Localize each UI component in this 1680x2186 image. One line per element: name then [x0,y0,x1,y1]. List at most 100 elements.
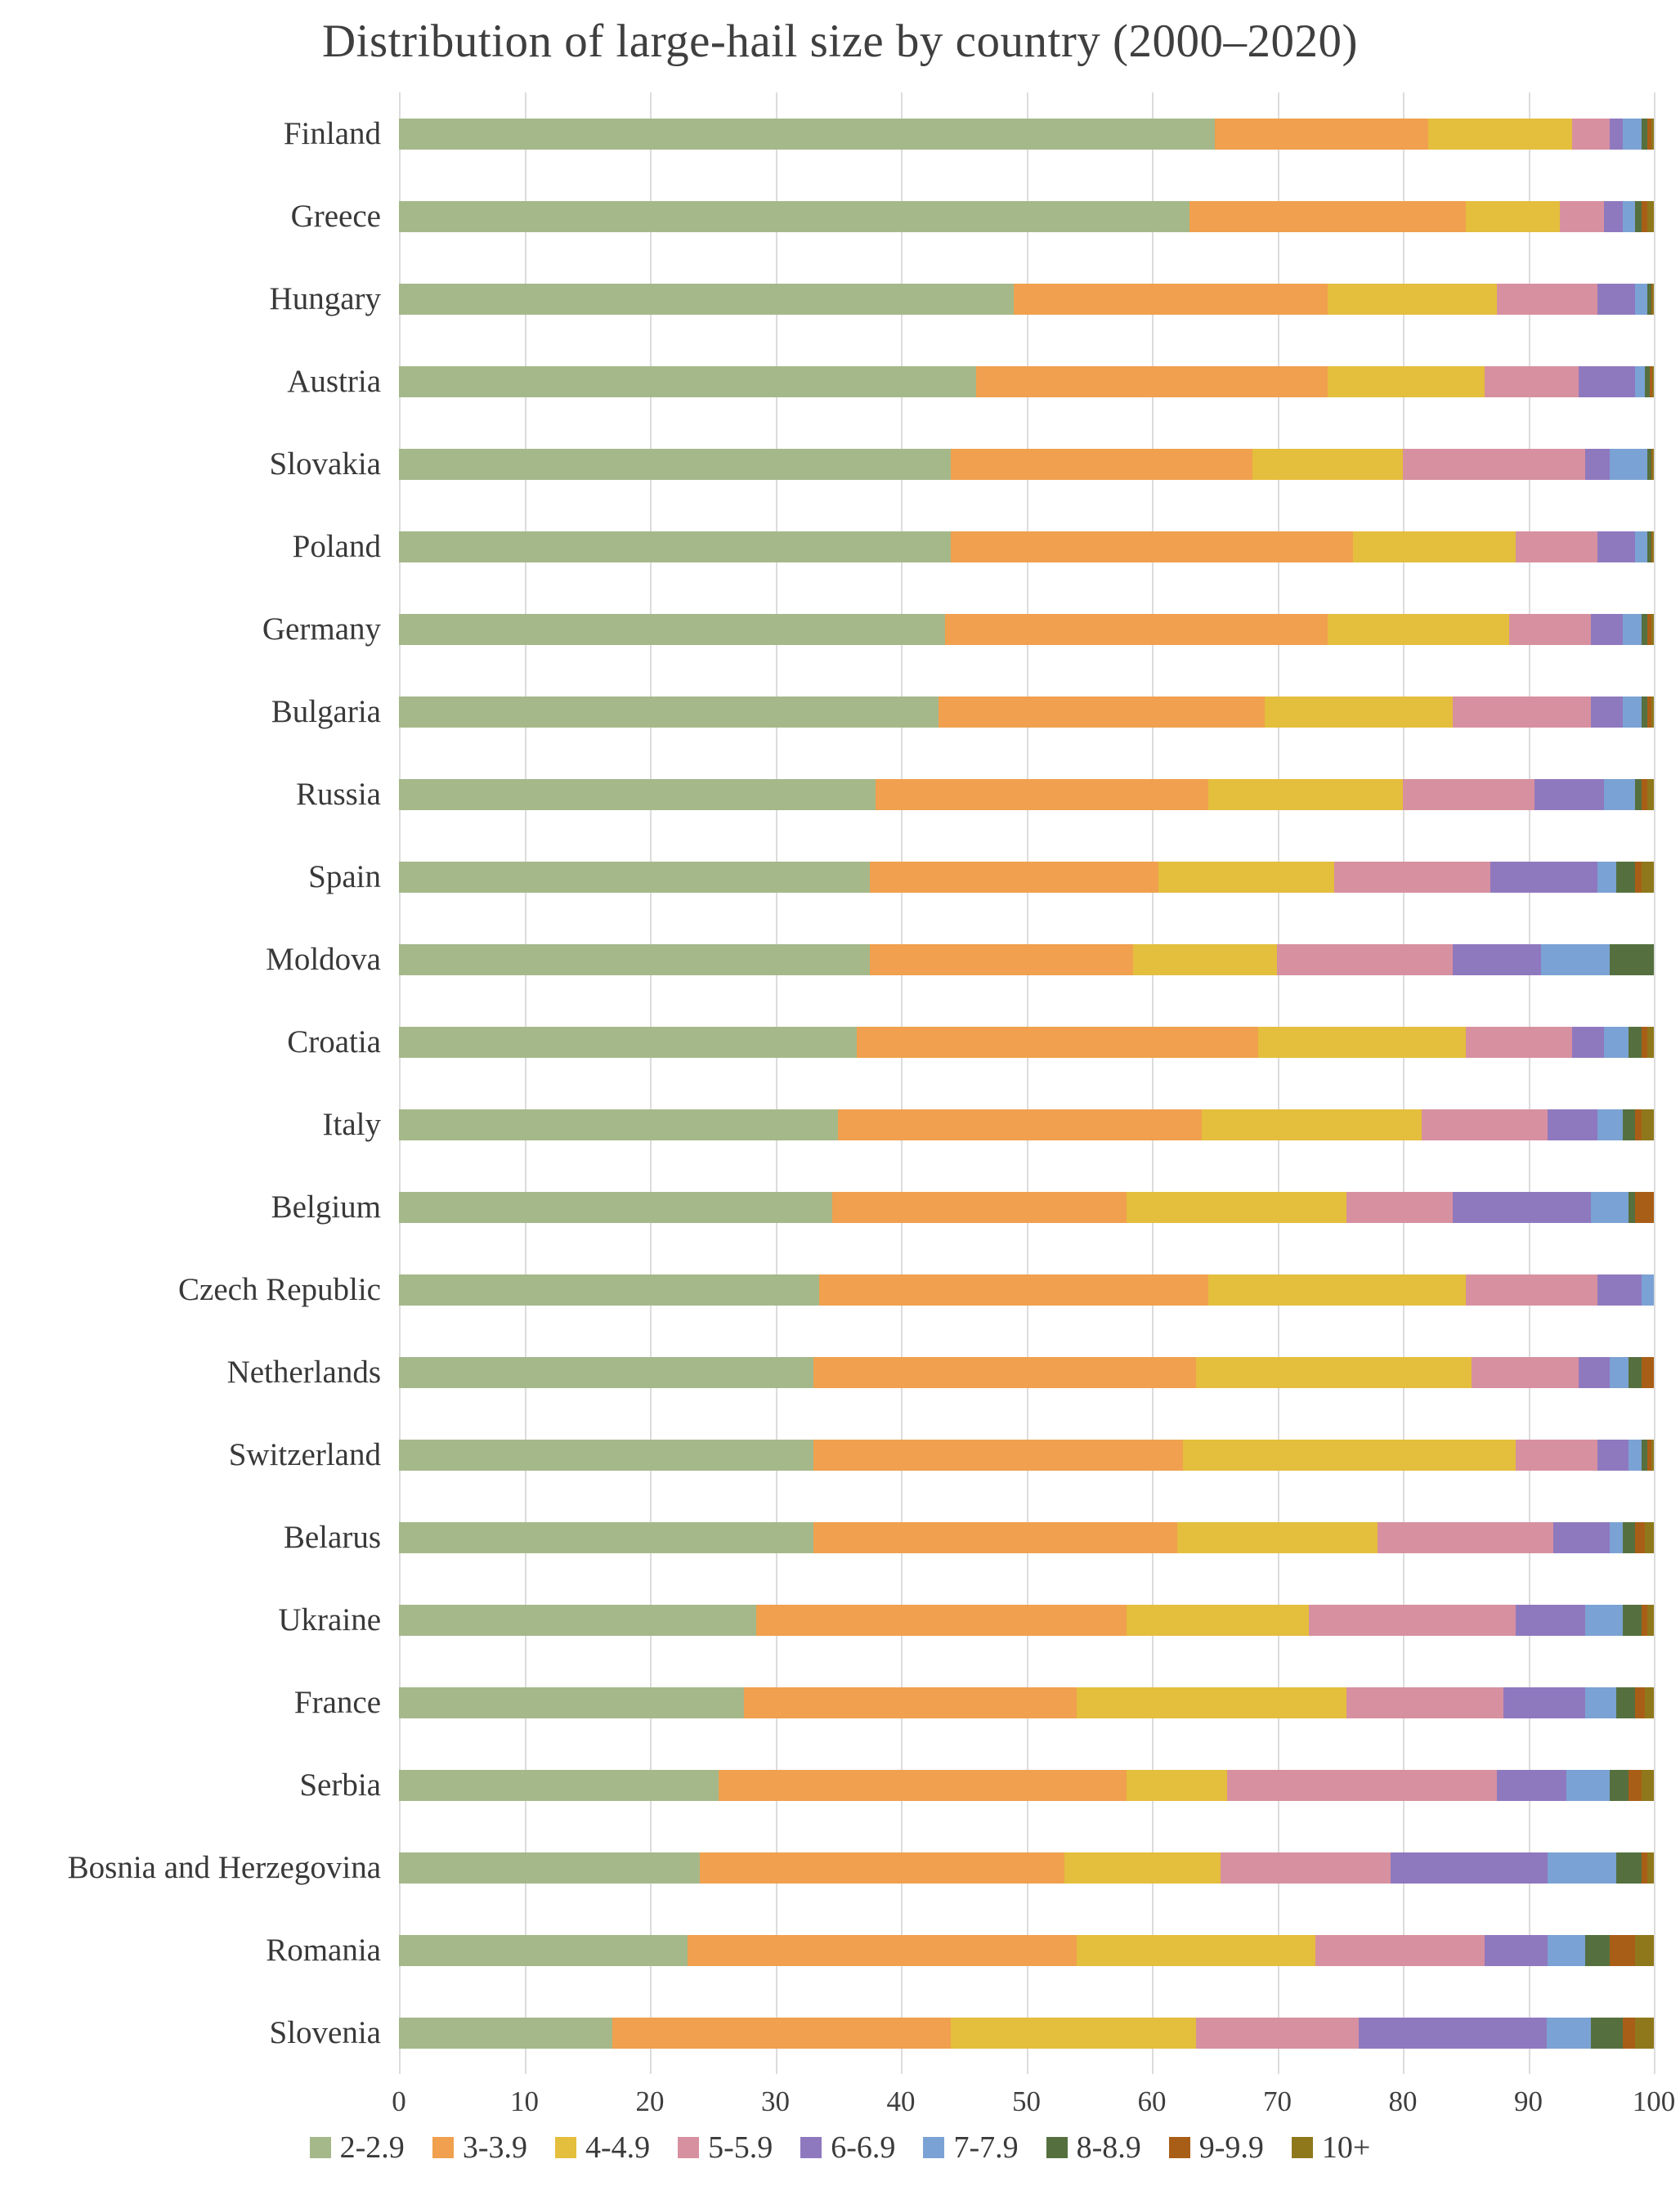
bar-track [399,1274,1654,1306]
legend-label: 10+ [1321,2130,1371,2165]
bar-segment-10+ [1652,448,1654,480]
category-label: Poland [292,529,381,564]
bar-segment-7-7.9 [1540,943,1611,975]
bar-segment-7-7.9 [1603,1026,1629,1058]
bar-segment-6-6.9 [1453,1191,1592,1223]
bar-track [399,1439,1654,1471]
legend-label: 7-7.9 [953,2130,1019,2165]
category-label: Austria [287,364,381,399]
bar-segment-2-2.9 [399,613,945,645]
bar-segment-3-3.9 [612,2017,952,2049]
bar-segment-4-4.9 [1352,531,1516,562]
chart-row: Netherlands [8,1331,1672,1413]
category-label: Slovakia [269,446,381,482]
bar-segment-2-2.9 [399,1109,839,1140]
bar-segment-7-7.9 [1547,1852,1616,1884]
bar-segment-9-9.9 [1634,1109,1642,1140]
category-label: Spain [308,859,381,894]
bar-segment-7-7.9 [1597,861,1616,893]
category-label: Czech Republic [178,1272,381,1307]
bar-segment-6-6.9 [1597,531,1635,562]
bar-segment-6-6.9 [1490,861,1597,893]
bar-segment-10+ [1647,200,1654,232]
bar-segment-3-3.9 [951,531,1353,562]
bar-segment-6-6.9 [1553,1521,1611,1553]
chart-row: Austria [8,340,1672,423]
bar-segment-2-2.9 [399,1026,858,1058]
bar-track [399,696,1654,728]
x-tick-label: 60 [1137,2085,1167,2117]
chart-row: Ukraine [8,1579,1672,1661]
chart-row: Finland [8,92,1672,175]
chart-row: Poland [8,505,1672,588]
bar-segment-10+ [1651,1439,1654,1471]
legend-label: 9-9.9 [1198,2130,1264,2165]
x-tick-label: 100 [1632,2085,1676,2117]
bar-segment-5-5.9 [1333,861,1491,893]
gridline [1277,92,1279,2074]
bar-segment-5-5.9 [1315,1934,1485,1966]
chart-row: Russia [8,753,1672,835]
bar-segment-6-6.9 [1603,200,1623,232]
chart-row: Hungary [8,258,1672,340]
bar-segment-10+ [1647,1604,1654,1636]
category-label: Belgium [271,1189,381,1225]
bar-track [399,283,1654,315]
bar-segment-4-4.9 [1465,200,1560,232]
bar-segment-7-7.9 [1584,1687,1616,1718]
x-tick-label: 10 [510,2085,539,2117]
bar-segment-3-3.9 [813,1439,1184,1471]
chart-row: Spain [8,835,1672,918]
legend-item: 3-3.9 [432,2130,527,2166]
chart-row: Croatia [8,1001,1672,1083]
legend-swatch-icon [554,2137,576,2158]
bar-segment-2-2.9 [399,778,876,810]
legend-label: 6-6.9 [831,2130,896,2165]
gridline [1026,92,1028,2074]
bar-segment-10+ [1652,365,1654,397]
bar-segment-2-2.9 [399,531,952,562]
legend-item: 8-8.9 [1046,2130,1141,2166]
bar-segment-6-6.9 [1591,613,1623,645]
bar-segment-4-4.9 [1127,1604,1309,1636]
bar-segment-7-7.9 [1603,778,1635,810]
bar-segment-10+ [1647,1852,1654,1884]
bar-segment-3-3.9 [756,1604,1127,1636]
bar-segment-6-6.9 [1597,1439,1629,1471]
legend-item: 4-4.9 [554,2130,651,2166]
bar-segment-2-2.9 [399,1934,688,1966]
category-label: Belarus [283,1520,381,1555]
bar-segment-9-9.9 [1651,283,1653,315]
gridline [1403,92,1404,2074]
x-tick-label: 90 [1514,2085,1543,2117]
bar-segment-9-9.9 [1634,1521,1646,1553]
bar-segment-4-4.9 [1158,861,1334,893]
bar-segment-9-9.9 [1650,365,1653,397]
chart-row: Greece [8,175,1672,258]
legend-label: 4-4.9 [585,2130,651,2165]
bar-segment-5-5.9 [1422,1109,1548,1140]
chart-row: Belgium [8,1166,1672,1248]
bar-segment-4-4.9 [1208,778,1403,810]
bar-segment-10+ [1652,283,1654,315]
chart-row: Slovakia [8,423,1672,505]
x-tick-label: 20 [635,2085,665,2117]
bar-segment-8-8.9 [1647,531,1651,562]
bar-segment-6-6.9 [1497,1769,1566,1801]
bar-segment-7-7.9 [1547,1934,1585,1966]
gridline [524,92,526,2074]
bar-segment-3-3.9 [857,1026,1259,1058]
bar-track [399,1852,1654,1884]
bar-segment-8-8.9 [1634,200,1642,232]
legend-label: 8-8.9 [1076,2130,1141,2165]
bar-segment-2-2.9 [399,1521,813,1553]
bar-segment-9-9.9 [1651,531,1653,562]
bar-segment-5-5.9 [1497,283,1597,315]
bar-segment-2-2.9 [399,1356,813,1388]
bar-segment-7-7.9 [1597,1109,1623,1140]
chart-row: Germany [8,588,1672,670]
bar-segment-4-4.9 [1327,613,1510,645]
bar-segment-3-3.9 [1189,200,1466,232]
bar-segment-7-7.9 [1610,1356,1629,1388]
bar-segment-5-5.9 [1465,1026,1573,1058]
